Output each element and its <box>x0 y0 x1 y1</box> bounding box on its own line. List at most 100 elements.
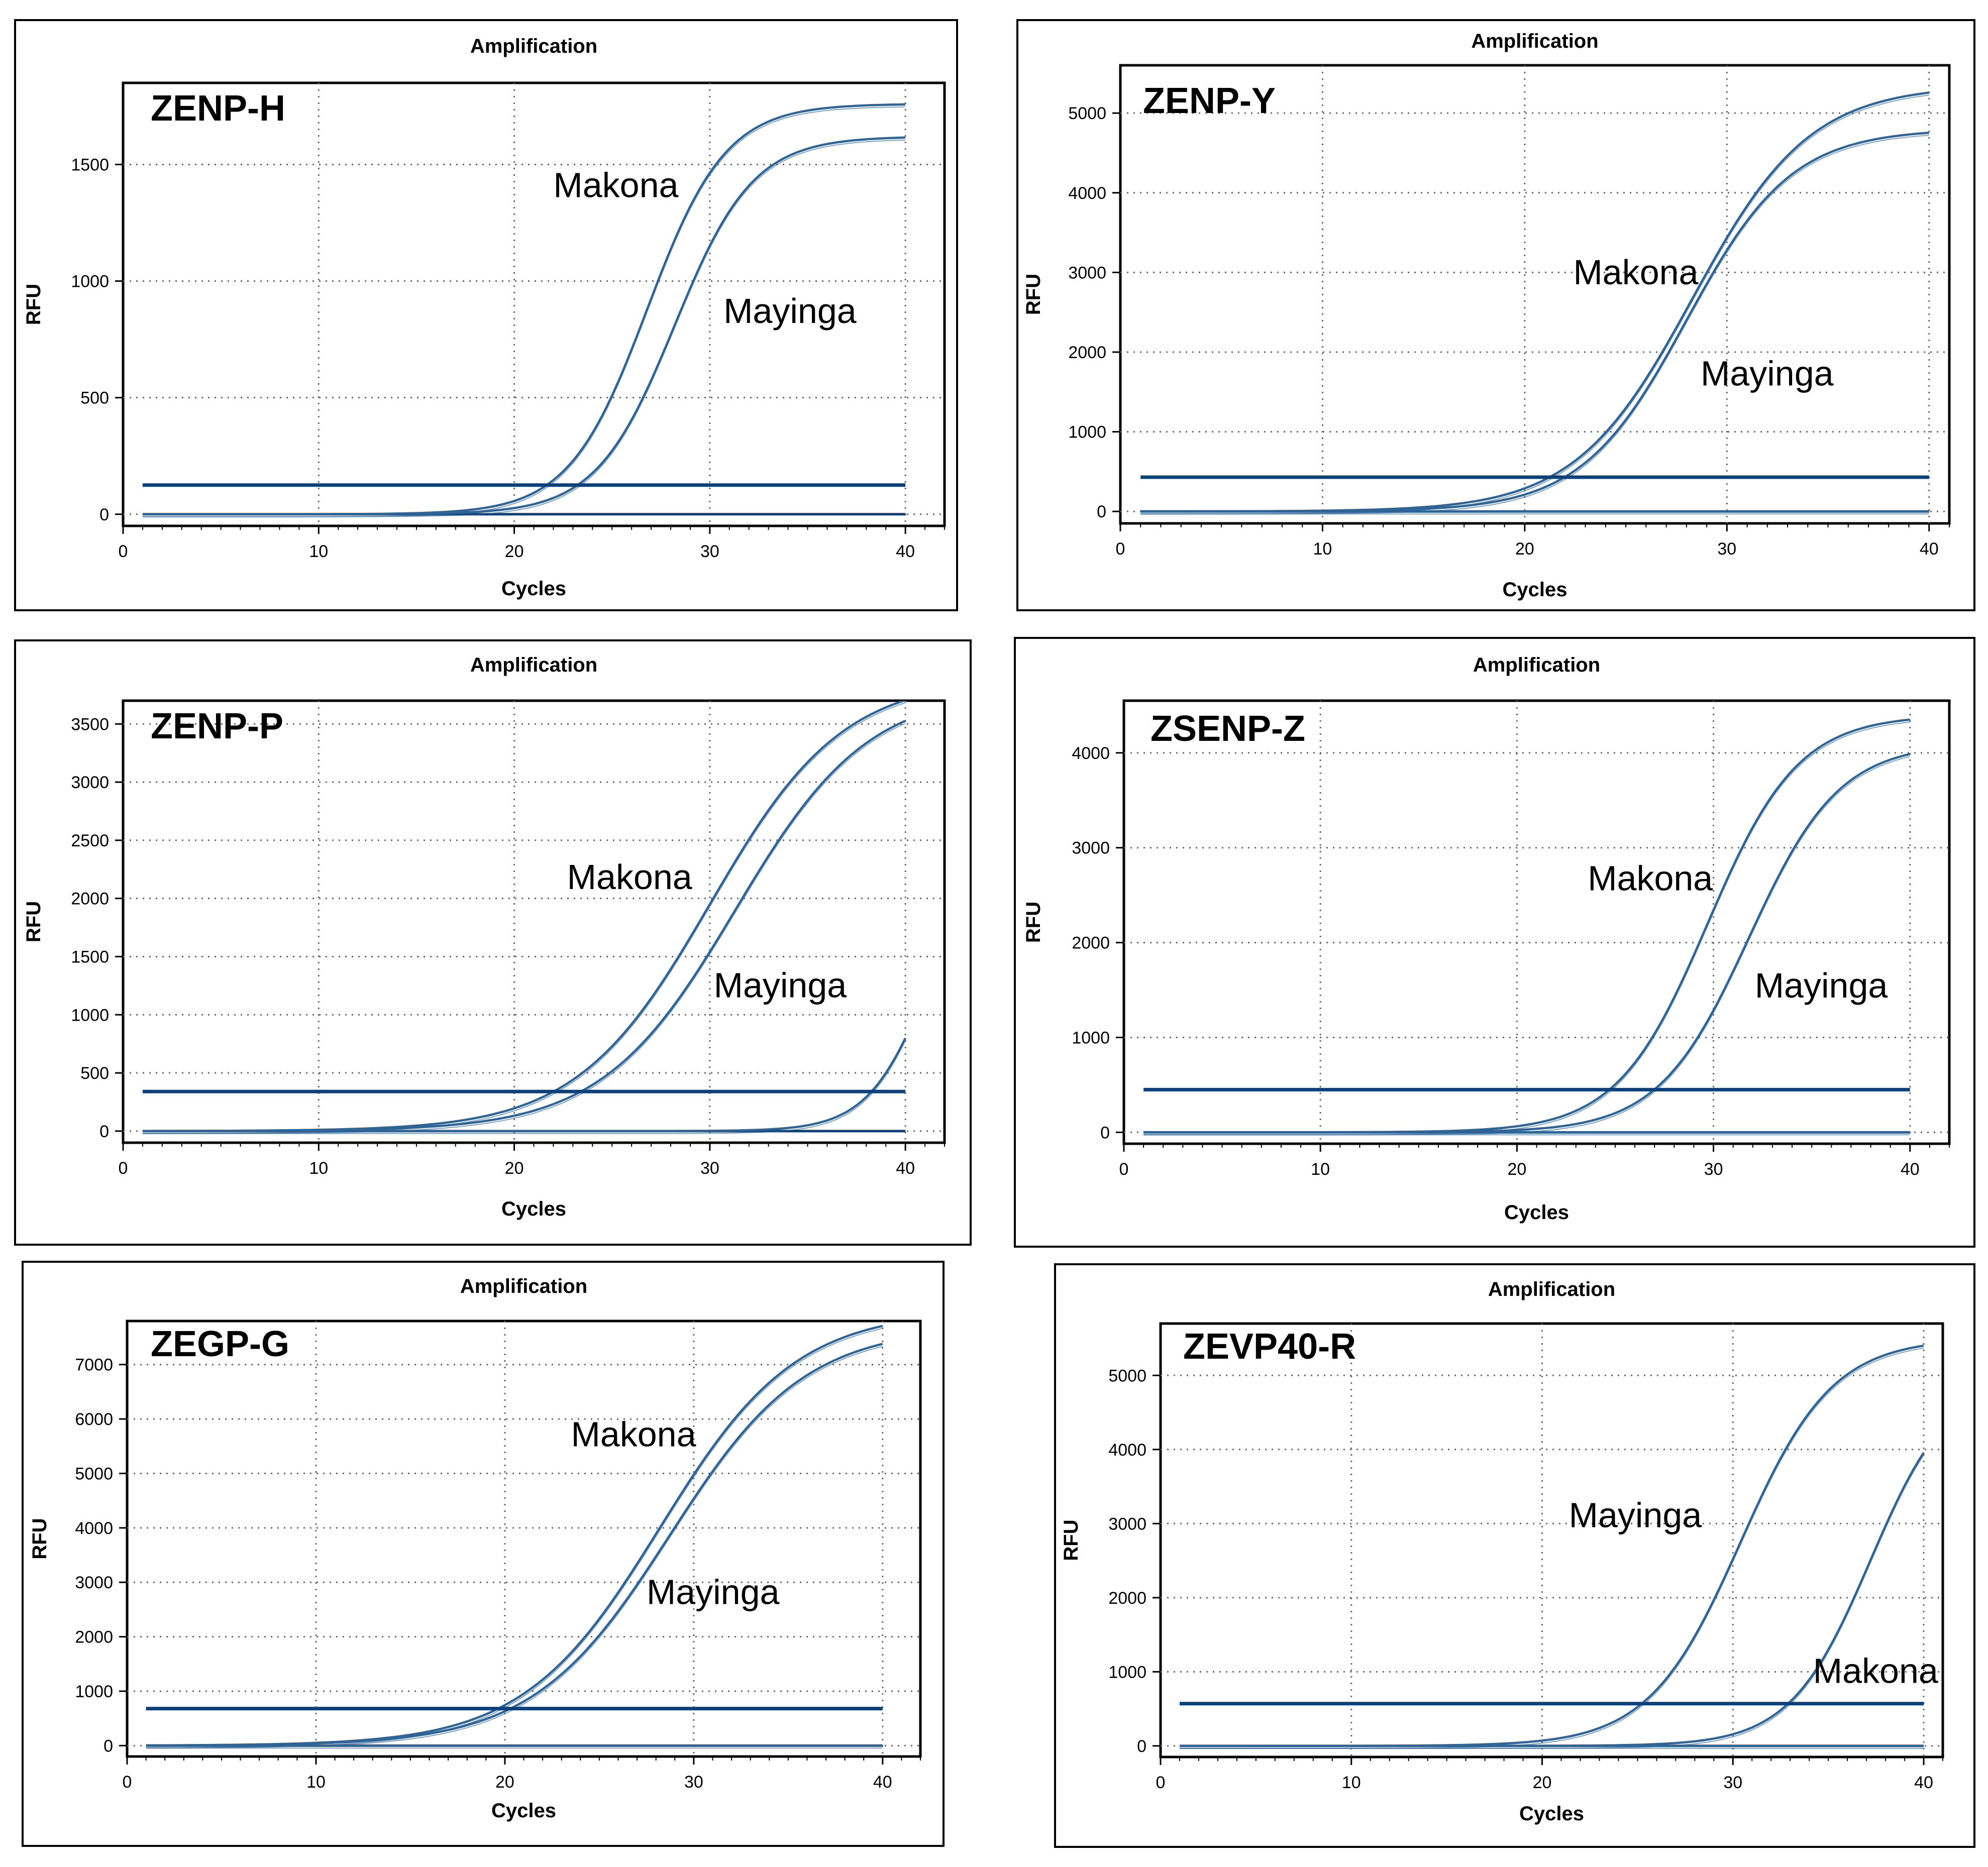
x-tick-label: 10 <box>1311 1160 1330 1179</box>
y-tick-label: 7000 <box>75 1356 113 1375</box>
y-tick-label: 0 <box>99 505 109 524</box>
y-tick-label: 2000 <box>1068 343 1106 362</box>
series-label-makona: Makona <box>553 165 678 204</box>
x-tick-label: 0 <box>1116 539 1125 559</box>
y-tick-label: 0 <box>103 1736 113 1755</box>
series-line-replicate <box>142 1040 906 1134</box>
chart-title: Amplification <box>470 35 597 57</box>
x-tick-label: 30 <box>700 542 719 561</box>
plot-area <box>1119 64 1951 525</box>
y-tick-label: 3000 <box>1068 263 1106 282</box>
series-label-makona: Makona <box>571 1414 696 1454</box>
x-tick-label: 30 <box>1717 539 1736 559</box>
y-axis-label: RFU <box>23 284 45 325</box>
curves <box>1140 91 1930 515</box>
chart-panel-4: Amplification 0 10 20 30 40 0 1000 2000 3000 4000 C… <box>1014 637 1975 1248</box>
y-tick-label: 5000 <box>1108 1366 1146 1385</box>
curves <box>142 103 906 517</box>
x-tick-label: 10 <box>306 1773 326 1792</box>
x-axis-label: Cycles <box>1504 1201 1569 1224</box>
x-tick-label: 40 <box>873 1773 892 1792</box>
curves <box>146 1325 883 1749</box>
x-tick-label: 0 <box>119 542 128 561</box>
x-tick-label: 40 <box>896 542 915 561</box>
x-tick-label: 30 <box>1723 1773 1742 1792</box>
x-axis-label: Cycles <box>501 578 566 600</box>
x-tick-label: 20 <box>1507 1160 1526 1179</box>
panel-label: ZSENP-Z <box>1150 709 1305 749</box>
x-tick-label: 20 <box>505 542 524 561</box>
chart-title: Amplification <box>1488 1278 1615 1300</box>
y-tick-label: 0 <box>99 1122 109 1141</box>
y-tick-label: 1000 <box>71 1006 109 1025</box>
series-label-mayinga: Mayinga <box>1701 354 1834 393</box>
y-tick-label: 1500 <box>71 947 109 966</box>
x-tick-label: 20 <box>505 1159 524 1178</box>
y-tick-label: 4000 <box>1072 744 1110 763</box>
plot-area <box>1122 699 1951 1145</box>
y-tick-label: 2000 <box>1108 1589 1146 1608</box>
x-tick-label: 0 <box>123 1773 132 1792</box>
y-tick-label: 4000 <box>1068 184 1106 203</box>
x-tick-label: 40 <box>1920 539 1939 559</box>
panel-label: ZENP-P <box>151 706 283 746</box>
y-tick-label: 1000 <box>75 1682 113 1701</box>
series-label-mayinga: Mayinga <box>1755 966 1888 1005</box>
y-tick-label: 2000 <box>75 1628 113 1647</box>
x-tick-label: 10 <box>1342 1773 1361 1792</box>
chart-panel-5: Amplification 0 10 20 30 40 0 1000 2000 3000 4000 5… <box>22 1261 945 1847</box>
plot-area <box>122 699 946 1144</box>
y-axis-label: RFU <box>1022 274 1044 315</box>
x-tick-label: 10 <box>309 1159 328 1178</box>
y-tick-label: 1000 <box>71 272 109 291</box>
x-axis-label: Cycles <box>501 1198 566 1220</box>
panel-label: ZENP-H <box>151 88 285 129</box>
series-label-mayinga: Mayinga <box>723 291 857 331</box>
series-line-replicate <box>142 139 906 517</box>
x-tick-label: 10 <box>309 542 328 561</box>
y-tick-label: 3000 <box>1108 1514 1146 1533</box>
plot-area <box>1159 1322 1944 1759</box>
y-tick-label: 2500 <box>71 831 109 850</box>
y-tick-label: 1000 <box>1068 423 1106 442</box>
y-tick-label: 0 <box>1137 1737 1146 1756</box>
y-tick-label: 500 <box>80 1064 109 1083</box>
x-tick-label: 20 <box>1515 539 1534 559</box>
curves <box>1143 718 1911 1136</box>
chart-panel-2: Amplification 0 10 20 30 40 0 1000 2000 3000 4000 5… <box>1016 19 1975 611</box>
x-tick-label: 40 <box>896 1159 915 1178</box>
y-tick-label: 2000 <box>1072 934 1110 953</box>
panel-label: ZEVP40-R <box>1183 1327 1356 1367</box>
chart-title: Amplification <box>470 654 597 676</box>
y-tick-label: 1500 <box>71 155 109 174</box>
x-tick-label: 20 <box>1533 1773 1552 1792</box>
x-axis-label: Cycles <box>1503 579 1567 601</box>
series-line-mayinga <box>146 1343 883 1747</box>
x-tick-label: 20 <box>495 1773 514 1792</box>
y-tick-label: 0 <box>1100 1123 1110 1142</box>
panel-label: ZEGP-G <box>151 1324 289 1364</box>
chart-panel-3: Amplification 0 10 20 30 40 0 500 1000 1500 2000 25… <box>14 639 972 1246</box>
y-tick-label: 1000 <box>1108 1663 1146 1682</box>
y-tick-label: 3000 <box>75 1573 113 1592</box>
plot-area <box>126 1320 922 1758</box>
curves <box>1179 1344 1925 1749</box>
chart-title: Amplification <box>1471 30 1598 52</box>
y-tick-label: 3000 <box>1072 839 1110 858</box>
x-tick-label: 40 <box>1901 1160 1920 1179</box>
chart-panel-1: Amplification 0 10 20 30 40 0 500 1000 1500 Cycles… <box>14 19 958 611</box>
series-label-mayinga: Mayinga <box>1569 1496 1702 1535</box>
y-tick-label: 2000 <box>71 890 109 909</box>
series-label-makona: Makona <box>1573 253 1698 292</box>
x-tick-label: 0 <box>1119 1160 1129 1179</box>
y-tick-label: 5000 <box>75 1464 113 1483</box>
y-tick-label: 3000 <box>71 773 109 792</box>
y-tick-label: 6000 <box>75 1410 113 1429</box>
series-label-makona: Makona <box>1813 1651 1938 1690</box>
plot-area <box>122 81 946 527</box>
x-tick-label: 40 <box>1914 1773 1933 1792</box>
y-axis-label: RFU <box>1060 1519 1082 1561</box>
x-axis-label: Cycles <box>1519 1803 1584 1825</box>
x-tick-label: 30 <box>684 1773 703 1792</box>
